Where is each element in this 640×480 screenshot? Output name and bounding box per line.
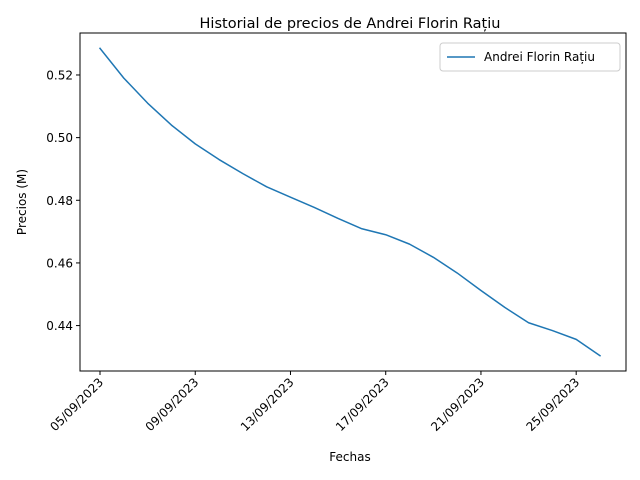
legend: Andrei Florin Rațiu	[439, 42, 621, 72]
legend-box	[439, 42, 621, 72]
series-line-0	[98, 47, 602, 357]
y-tick-label: 0.46	[46, 256, 73, 270]
chart-title: Historial de precios de Andrei Florin Ra…	[200, 16, 501, 32]
y-tick-label: 0.52	[46, 68, 73, 82]
plot-area	[98, 47, 602, 357]
legend-label-andrei-florin-ratiu: Andrei Florin Rațiu	[484, 50, 595, 64]
y-axis-label: Precios (M)	[15, 169, 29, 235]
plot-frame	[79, 32, 627, 372]
x-axis-label: Fechas	[329, 450, 370, 464]
y-tick-label: 0.50	[46, 131, 73, 145]
y-tick-label: 0.48	[46, 194, 73, 208]
y-axis: 0.44 0.46 0.48 0.50 0.52	[46, 68, 80, 333]
y-tick-label: 0.44	[46, 319, 73, 333]
